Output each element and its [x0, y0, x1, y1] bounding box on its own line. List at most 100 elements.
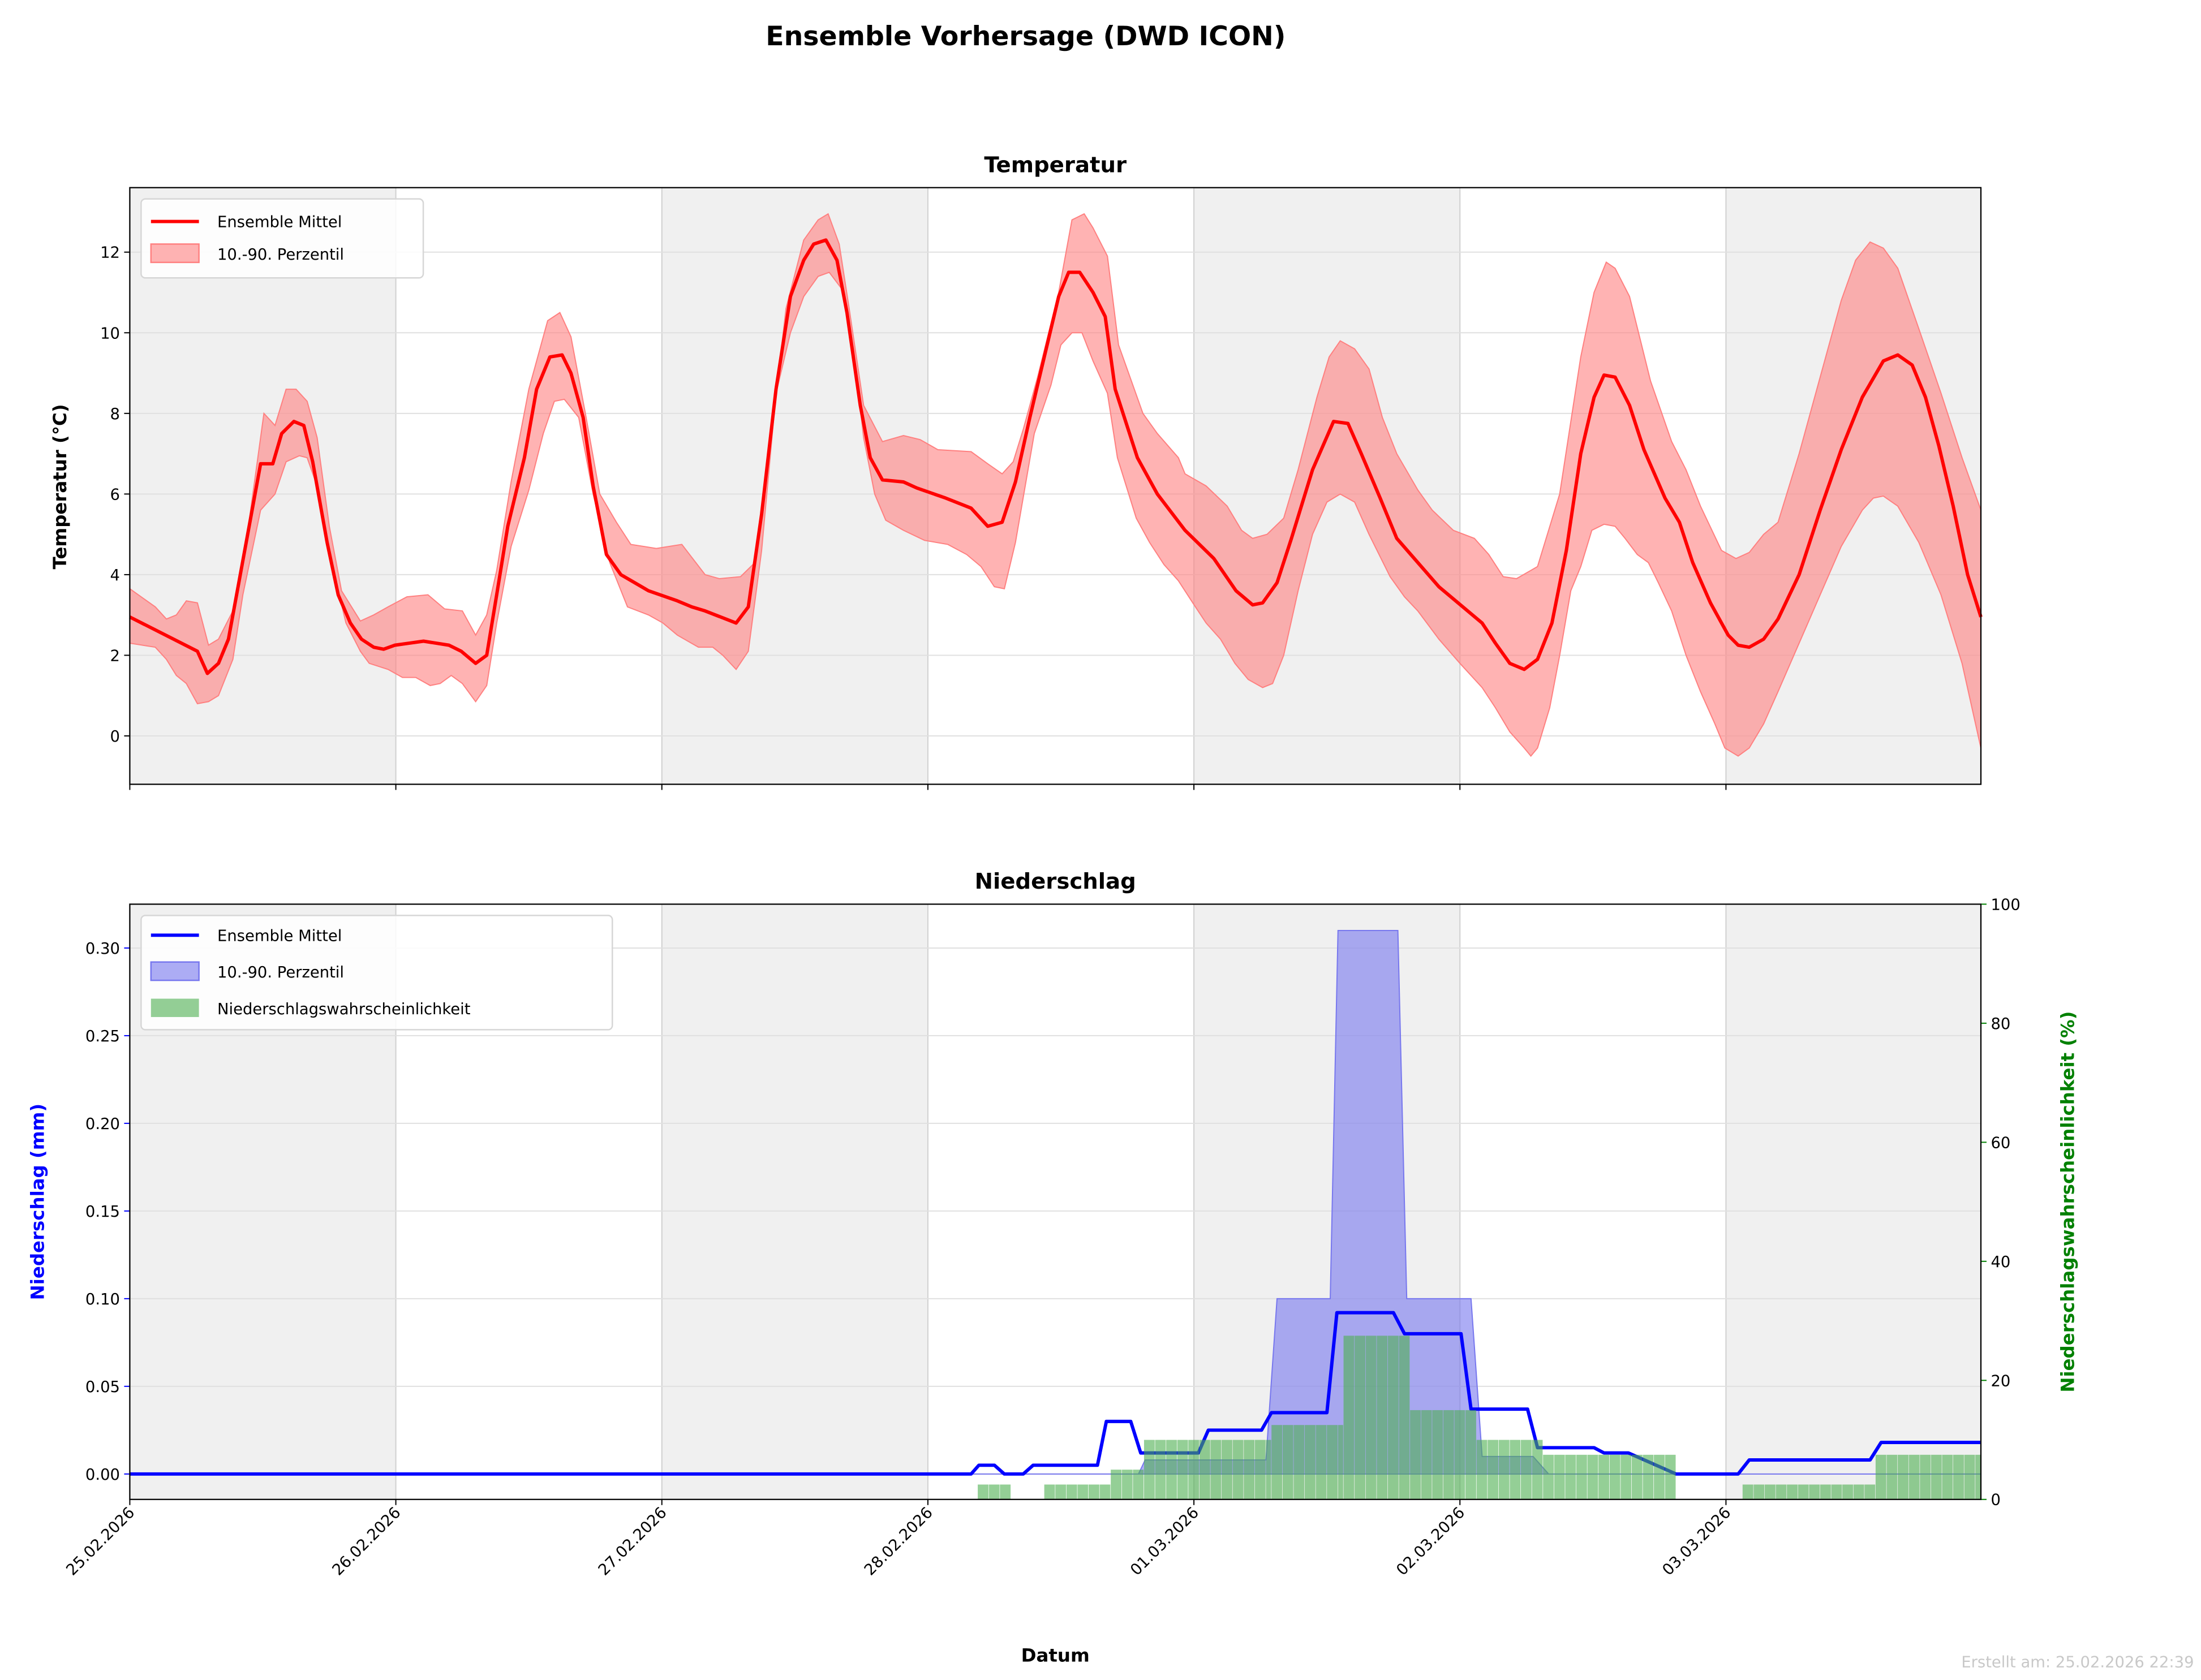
y-tick-label: 0.30: [85, 940, 120, 958]
x-tick-label: 27.02.2026: [595, 1504, 670, 1579]
probability-bar: [1155, 1440, 1166, 1500]
probability-bar: [1304, 1425, 1316, 1500]
y-tick-label: 12: [100, 244, 120, 262]
probability-bar: [1343, 1336, 1355, 1500]
temperature-legend: Ensemble Mittel 10.-90. Perzentil: [140, 198, 424, 279]
footer-timestamp: Erstellt am: 25.02.2026 22:39: [1961, 1653, 2194, 1671]
legend-label: 10.-90. Perzentil: [217, 964, 344, 981]
probability-bar: [1864, 1484, 1876, 1500]
probability-bar: [1088, 1484, 1099, 1500]
probability-bar: [1510, 1440, 1521, 1500]
probability-bar: [1055, 1484, 1067, 1500]
probability-bar: [1908, 1454, 1920, 1500]
probability-bar: [1077, 1484, 1089, 1500]
figure-title: Ensemble Vorhersage (DWD ICON): [766, 21, 1286, 52]
probability-bar: [1377, 1336, 1388, 1500]
probability-bar: [1665, 1454, 1676, 1500]
bottom-right-y-axis-label: Niederschlagswahrscheinlichkeit (%): [2057, 1011, 2079, 1393]
top-chart-title: Temperatur: [984, 152, 1127, 178]
probability-bar: [1798, 1484, 1809, 1500]
legend-label: 10.-90. Perzentil: [217, 246, 344, 264]
probability-bar: [1964, 1454, 1975, 1500]
y-tick-label: 0.00: [85, 1466, 120, 1484]
probability-bar: [1232, 1440, 1244, 1500]
probability-bar: [1875, 1454, 1886, 1500]
legend-swatch-band: [150, 961, 200, 981]
probability-bar: [1222, 1440, 1232, 1500]
day-shade: [661, 904, 928, 1500]
y-tick-label: 0.05: [85, 1379, 120, 1396]
probability-bar: [1886, 1454, 1898, 1500]
top-y-axis-label: Temperatur (°C): [49, 404, 71, 569]
legend-label: Ensemble Mittel: [217, 214, 342, 231]
probability-bar: [1576, 1454, 1587, 1500]
probability-bar: [1753, 1484, 1765, 1500]
probability-bar: [1643, 1454, 1654, 1500]
right-y-tick-label: 80: [1991, 1015, 2010, 1033]
probability-bar: [1365, 1336, 1377, 1500]
probability-bar: [1387, 1336, 1399, 1500]
probability-bar: [1177, 1440, 1188, 1500]
probability-bar: [1898, 1454, 1908, 1500]
probability-bar: [1920, 1454, 1931, 1500]
legend-swatch-band: [150, 243, 200, 264]
day-shade: [1726, 904, 1981, 1500]
probability-bar: [1166, 1440, 1177, 1500]
y-tick-label: 0: [110, 728, 120, 746]
y-tick-label: 0.10: [85, 1291, 120, 1308]
probability-bar: [1210, 1440, 1222, 1500]
x-tick-label: 25.02.2026: [63, 1504, 138, 1579]
plot-border: [129, 187, 1982, 785]
probability-bar: [1764, 1484, 1776, 1500]
legend-label: Niederschlagswahrscheinlichkeit: [217, 1001, 471, 1018]
x-tick-label: 01.03.2026: [1127, 1504, 1202, 1579]
y-tick-label: 0.15: [85, 1203, 120, 1221]
probability-bar: [1282, 1425, 1293, 1500]
probability-bar: [1121, 1470, 1133, 1500]
probability-bar: [1432, 1410, 1443, 1500]
right-y-tick-label: 100: [1991, 896, 2020, 914]
probability-bar: [1787, 1484, 1798, 1500]
x-axis-label: Datum: [1021, 1645, 1090, 1666]
probability-bar: [1355, 1336, 1365, 1500]
right-y-tick-label: 60: [1991, 1134, 2010, 1152]
probability-bar: [1266, 1440, 1271, 1500]
probability-bar: [1244, 1440, 1255, 1500]
probability-bar: [1316, 1425, 1327, 1500]
temperature-percentile-band: [129, 213, 1981, 757]
y-tick-label: 6: [110, 486, 120, 503]
probability-bar: [1421, 1410, 1432, 1500]
right-y-tick-label: 0: [1991, 1492, 2000, 1509]
probability-bar: [1598, 1454, 1609, 1500]
y-tick-label: 4: [110, 567, 120, 584]
probability-bar: [1066, 1484, 1077, 1500]
probability-bar: [1831, 1484, 1842, 1500]
probability-bar: [1742, 1484, 1753, 1500]
probability-bar: [988, 1484, 1000, 1500]
probability-bar: [1809, 1484, 1820, 1500]
probability-bar: [1443, 1410, 1454, 1500]
probability-bar: [1144, 1440, 1155, 1500]
probability-bar: [1498, 1440, 1510, 1500]
y-tick-label: 0.20: [85, 1115, 120, 1133]
probability-bar: [1133, 1470, 1144, 1500]
right-y-tick-label: 40: [1991, 1253, 2010, 1271]
precipitation-mean-line: [130, 1311, 1981, 1476]
y-tick-label: 10: [100, 325, 120, 342]
probability-bar: [1099, 1484, 1111, 1500]
probability-bar: [1953, 1454, 1964, 1500]
probability-bar: [1942, 1454, 1953, 1500]
right-y-tick-label: 20: [1991, 1372, 2010, 1390]
probability-bar: [1188, 1440, 1200, 1500]
probability-bar: [1410, 1410, 1421, 1500]
probability-bar: [1271, 1425, 1283, 1500]
probability-bar: [1476, 1440, 1488, 1500]
y-tick-label: 0.25: [85, 1028, 120, 1045]
probability-bar: [1543, 1454, 1554, 1500]
bottom-chart-title: Niederschlag: [975, 869, 1136, 894]
x-tick-label: 03.03.2026: [1659, 1504, 1734, 1579]
probability-bar: [1620, 1454, 1632, 1500]
x-tick-label: 26.02.2026: [329, 1504, 405, 1579]
probability-bar: [1338, 1425, 1343, 1500]
x-tick-label: 28.02.2026: [861, 1504, 936, 1579]
